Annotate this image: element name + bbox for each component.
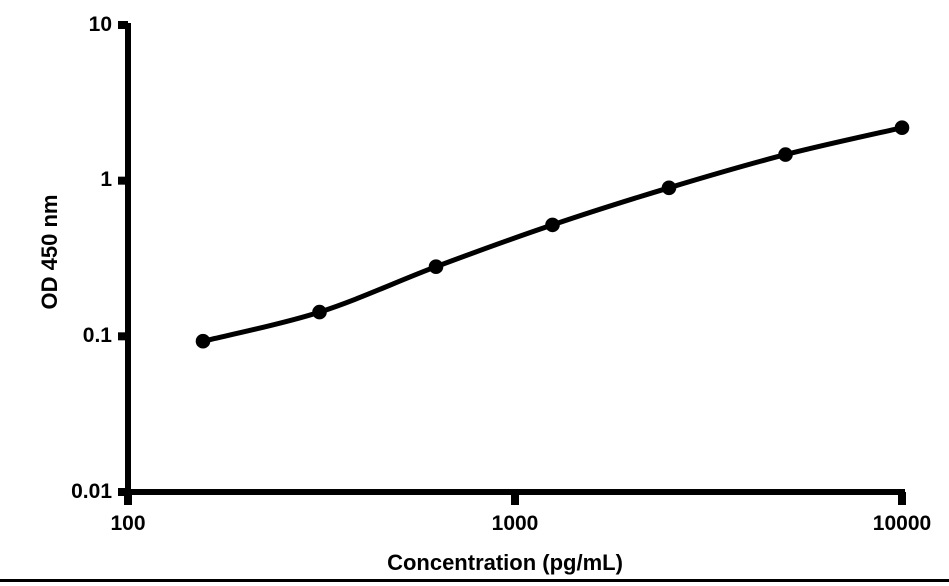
data-point-marker — [661, 180, 677, 196]
x-tick-label-10000: 10000 — [872, 512, 932, 535]
data-point-marker — [312, 304, 327, 320]
figure-bottom-border — [0, 579, 949, 582]
y-tick-label-0-1: 0.1 — [82, 324, 112, 347]
x-tick-label-100: 100 — [110, 512, 146, 535]
standard-curve-line — [200, 125, 905, 344]
data-point-marker — [428, 259, 444, 275]
y-tick-label-10: 10 — [88, 13, 112, 36]
y-tick-label-0-01: 0.01 — [71, 480, 112, 503]
y-tick-label-1: 1 — [100, 168, 112, 191]
data-point-marker — [894, 120, 910, 135]
data-point-marker — [545, 217, 560, 233]
x-tick-label-1000: 1000 — [491, 512, 539, 535]
x-axis-title: Concentration (pg/mL) — [387, 550, 623, 575]
data-point-marker — [778, 147, 793, 162]
y-axis-title: OD 450 nm — [37, 194, 62, 310]
data-point-marker — [195, 333, 211, 349]
